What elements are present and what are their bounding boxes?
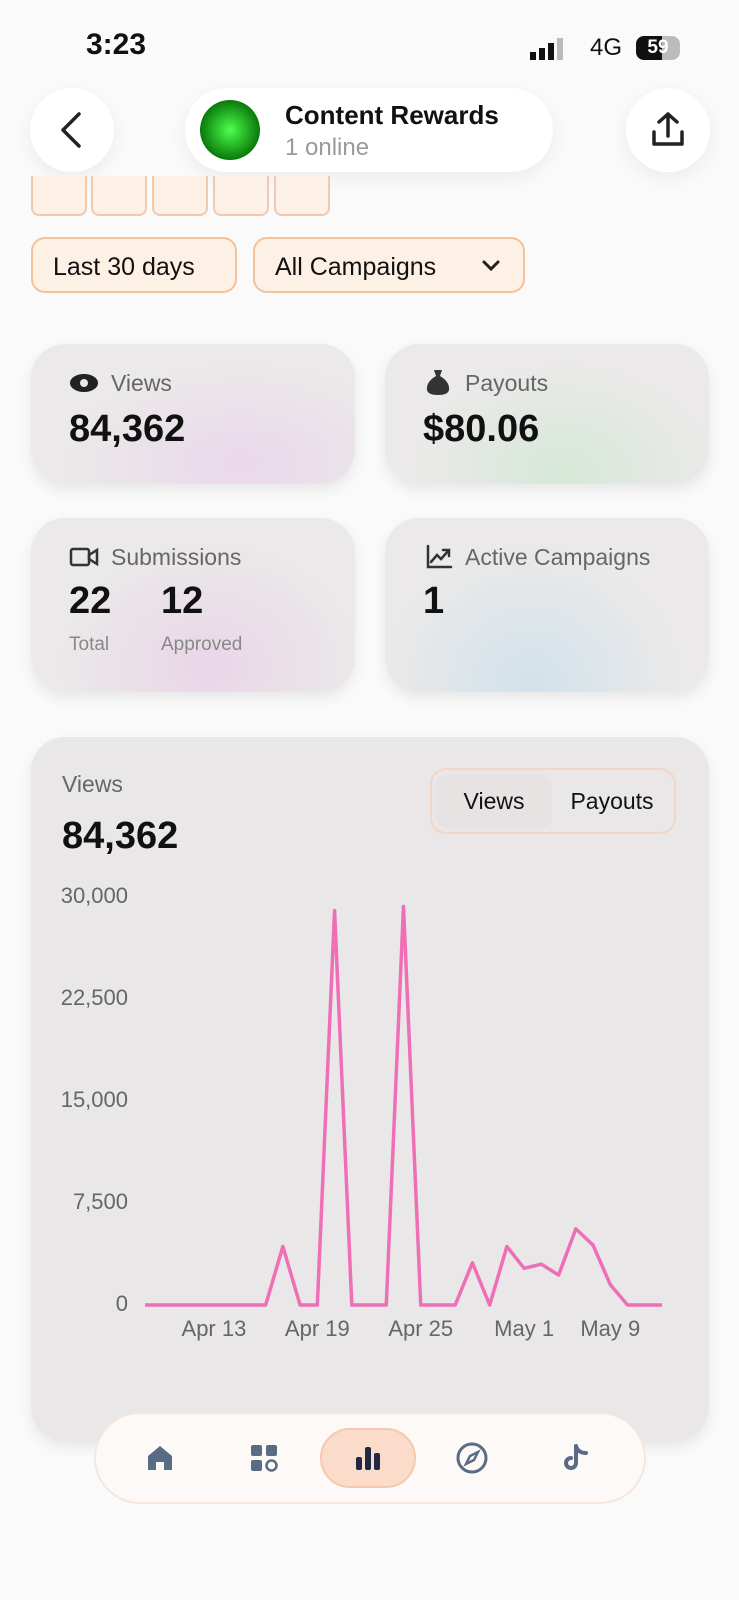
card-label: Views xyxy=(111,370,172,396)
campaign-filter-label: All Campaigns xyxy=(275,253,437,281)
card-label: Active Campaigns xyxy=(465,544,651,570)
card-label: Payouts xyxy=(465,370,549,396)
toggle-payouts[interactable]: Payouts xyxy=(570,788,654,814)
payouts-card[interactable]: Payouts $80.06 xyxy=(385,344,709,484)
card-value: $80.06 xyxy=(423,408,540,450)
x-tick-label: Apr 25 xyxy=(388,1316,453,1341)
chart-card: Views 84,362 xyxy=(31,737,709,1441)
line-series xyxy=(145,904,662,1307)
y-tick-label: 22,500 xyxy=(61,985,128,1010)
chart-card-label: Views xyxy=(62,771,123,797)
avatar xyxy=(200,100,260,160)
y-tick-label: 30,000 xyxy=(61,883,128,908)
views-card[interactable]: Views 84,362 xyxy=(31,344,355,484)
card-sublabel: Approved xyxy=(161,634,243,655)
card-value: 84,362 xyxy=(69,408,186,450)
platform-chip[interactable] xyxy=(91,176,147,216)
y-tick-label: 7,500 xyxy=(73,1189,128,1214)
campaigns-card[interactable]: Active Campaigns 1 xyxy=(385,518,709,692)
platform-chip[interactable] xyxy=(213,176,269,216)
nav-home[interactable] xyxy=(112,1428,208,1488)
platform-chip[interactable] xyxy=(152,176,208,216)
nav-explore[interactable] xyxy=(424,1428,520,1488)
nav-apps[interactable] xyxy=(216,1428,312,1488)
card-sublabel: Total xyxy=(69,634,110,655)
share-icon xyxy=(652,112,684,146)
nav-analytics[interactable] xyxy=(320,1428,416,1488)
chevron-icon xyxy=(482,260,500,272)
back-icon xyxy=(61,112,81,148)
battery-level: 59 xyxy=(647,37,669,58)
card-value: 1 xyxy=(423,580,445,622)
campaign-filter[interactable]: All Campaigns xyxy=(253,237,525,293)
header-subtitle: 1 online xyxy=(285,134,370,161)
header-title: Content Rewards xyxy=(285,100,499,130)
x-tick-label: Apr 13 xyxy=(182,1316,247,1341)
signal-icon xyxy=(530,38,563,60)
trend-icon xyxy=(426,544,453,569)
compass-icon xyxy=(456,1442,488,1474)
nav-tiktok[interactable] xyxy=(528,1428,624,1488)
bottom-nav xyxy=(94,1412,646,1504)
battery: 59 xyxy=(636,36,680,60)
moneybag-icon xyxy=(426,370,450,395)
status-time: 3:23 xyxy=(86,28,147,61)
eye-icon xyxy=(70,374,98,392)
date-filter[interactable]: Last 30 days xyxy=(31,237,237,293)
card-value: 22 xyxy=(69,580,112,622)
metric-toggle: Views Payouts xyxy=(430,768,676,834)
submissions-card[interactable]: Submissions 22 Total 12 Approved xyxy=(31,518,355,692)
toggle-views[interactable]: Views xyxy=(436,774,552,828)
platform-chip[interactable] xyxy=(274,176,330,216)
platform-chip[interactable] xyxy=(31,176,87,216)
apps-icon xyxy=(251,1445,278,1472)
card-label: Submissions xyxy=(111,544,242,570)
card-value: 12 xyxy=(161,580,204,622)
y-tick-label: 0 xyxy=(116,1291,128,1316)
share-button[interactable] xyxy=(626,88,710,172)
chart: 0 7,500 15,000 22,500 30,000 Apr 13 Apr 19 Apr … xyxy=(61,883,662,1341)
header-pill[interactable]: Content Rewards 1 online xyxy=(185,88,553,172)
chart-card-value: 84,362 xyxy=(62,815,179,857)
x-tick-label: May 9 xyxy=(580,1316,640,1341)
tiktok-icon xyxy=(564,1444,588,1470)
video-icon xyxy=(69,547,99,567)
back-button[interactable] xyxy=(30,88,114,172)
home-icon xyxy=(148,1446,172,1470)
y-tick-label: 15,000 xyxy=(61,1087,128,1112)
x-tick-label: Apr 19 xyxy=(285,1316,350,1341)
analytics-icon xyxy=(356,1447,380,1470)
x-tick-label: May 1 xyxy=(494,1316,554,1341)
network-label: 4G xyxy=(590,34,623,61)
